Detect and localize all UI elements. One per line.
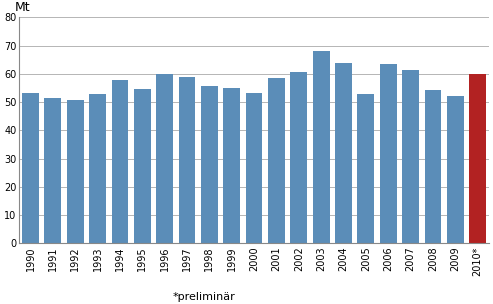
Bar (447, 96, 464, 244)
Bar (22, 93, 39, 244)
Bar (44, 98, 61, 244)
Bar (290, 71, 307, 244)
Bar (469, 74, 486, 244)
Bar (67, 100, 84, 244)
Bar (335, 63, 352, 244)
Bar (111, 80, 128, 244)
Bar (178, 77, 195, 244)
Bar (223, 88, 240, 244)
Bar (156, 74, 173, 244)
Bar (246, 93, 262, 244)
Bar (201, 86, 218, 244)
Text: *preliminär: *preliminär (173, 292, 235, 302)
Bar (357, 94, 374, 244)
Bar (89, 94, 106, 244)
Bar (424, 91, 441, 244)
Bar (313, 51, 329, 244)
Bar (268, 78, 285, 244)
Bar (402, 70, 419, 244)
Bar (380, 64, 396, 244)
Bar (134, 89, 151, 244)
Text: Mt: Mt (14, 1, 30, 14)
